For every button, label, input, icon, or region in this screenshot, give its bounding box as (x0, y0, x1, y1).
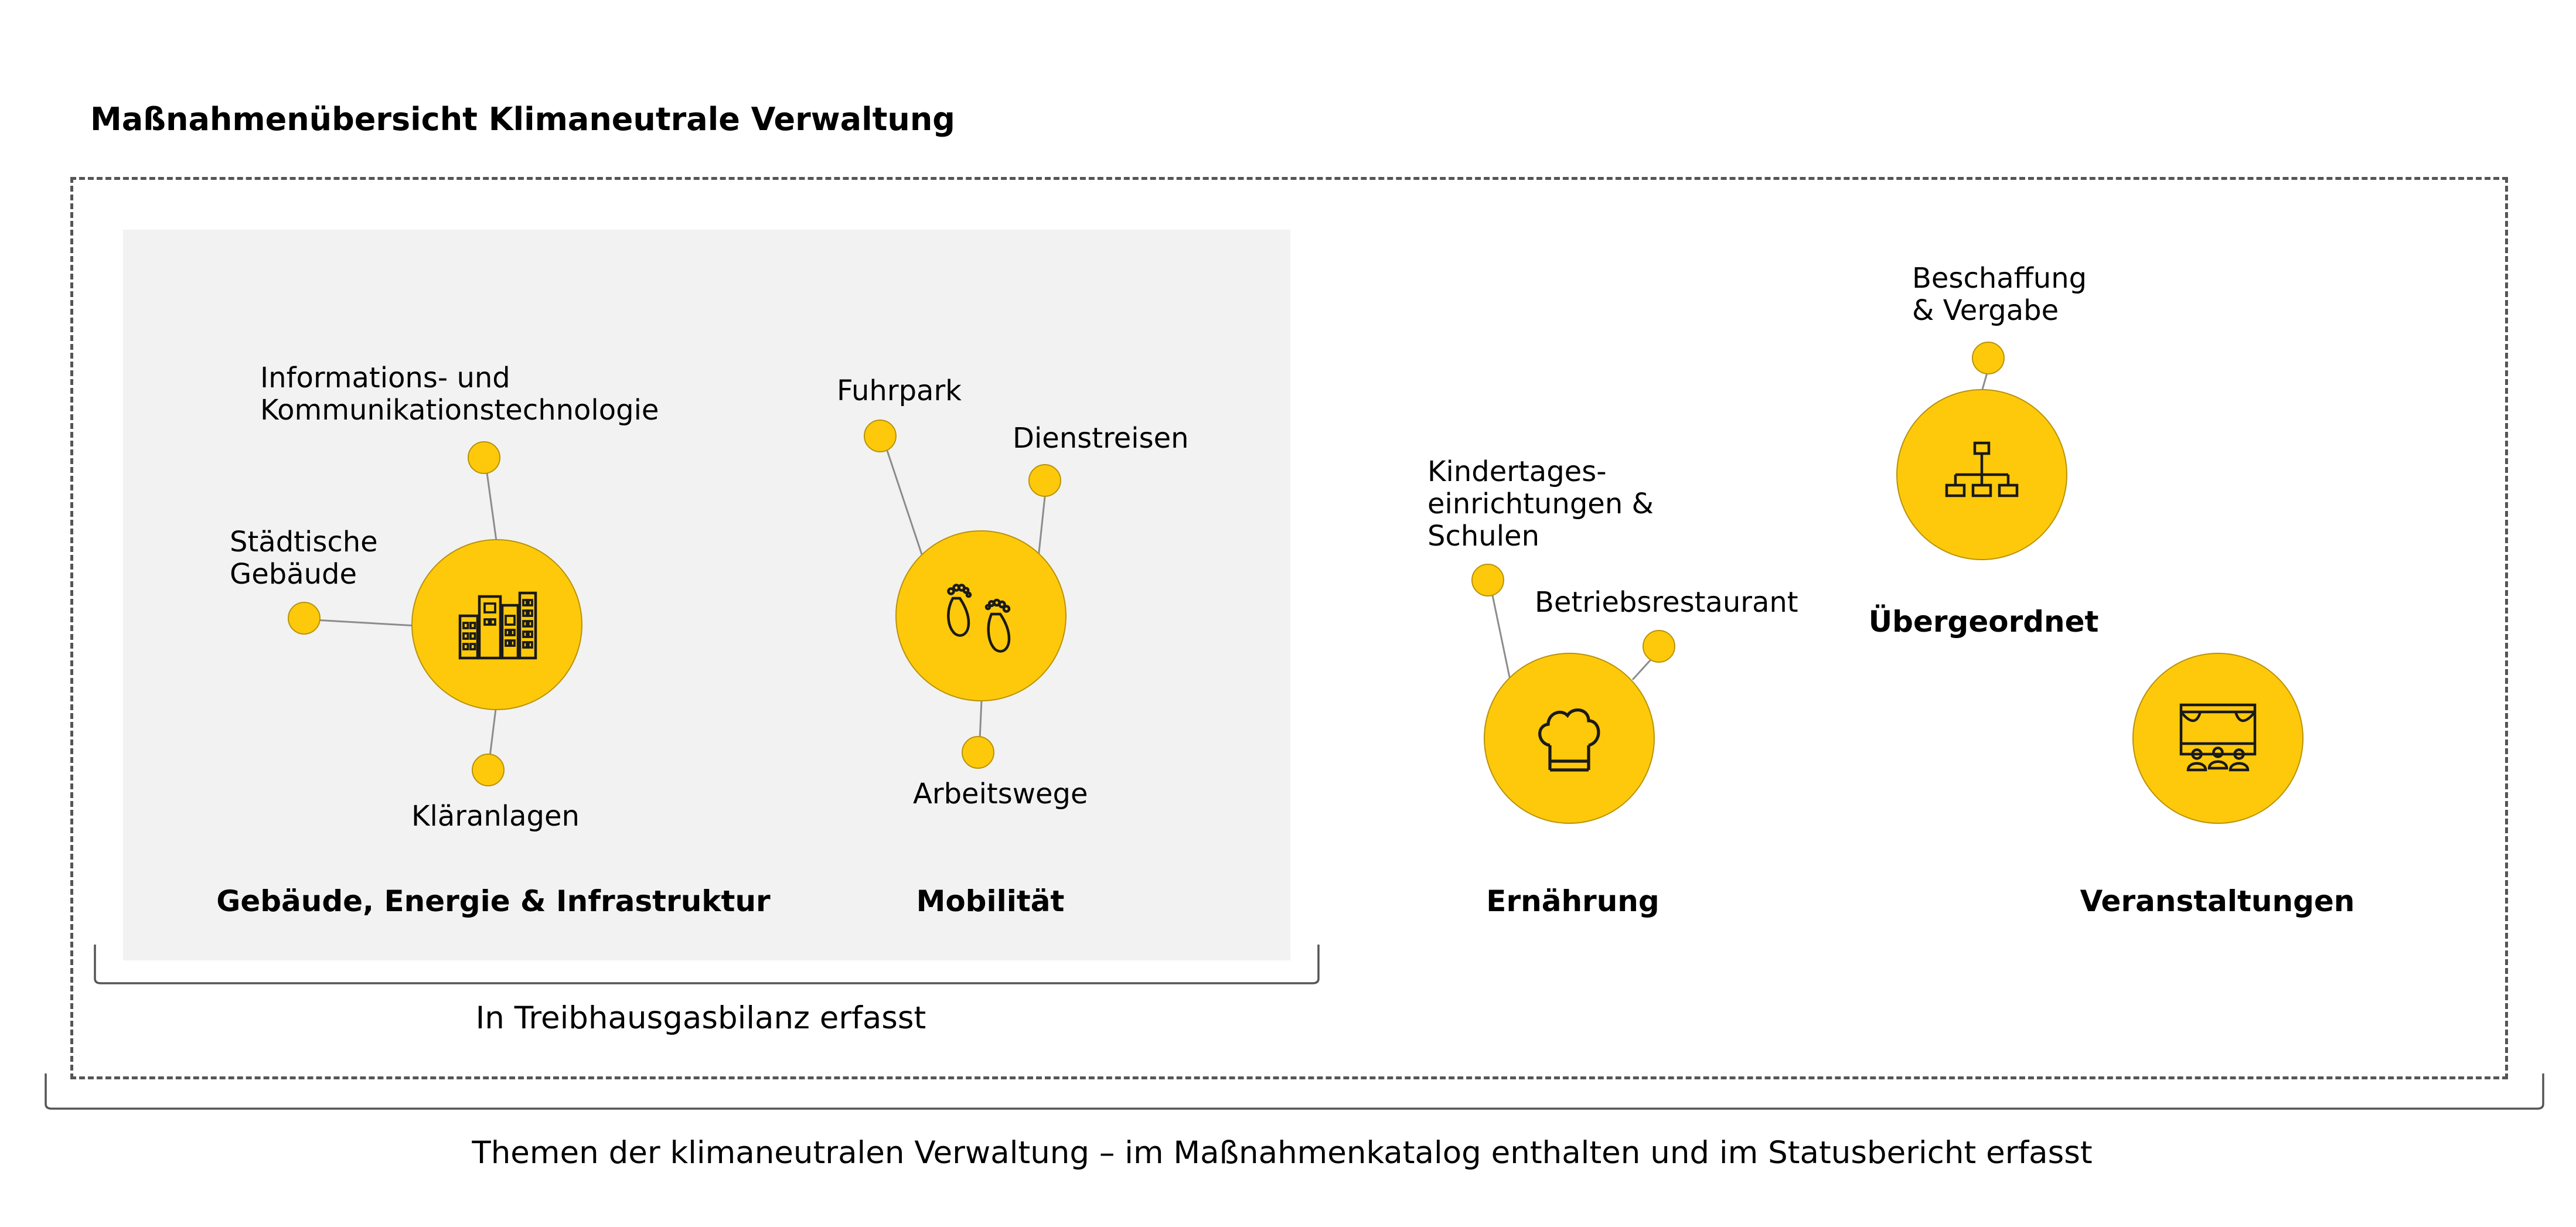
label-dienstreisen: Dienstreisen (1013, 422, 1189, 455)
connector-staedtische-gebaeude (304, 618, 418, 627)
stage-audience-icon (2179, 703, 2257, 772)
node-fuhrpark (864, 420, 897, 452)
footprints-icon (947, 584, 1011, 653)
buildings-bubble (411, 539, 582, 710)
node-kita (1471, 564, 1504, 597)
node-staedtische-gebaeude (288, 602, 321, 635)
caption-ghg-balance: In Treibhausgasbilanz erfasst (475, 1000, 926, 1036)
node-klaeranlagen (472, 754, 505, 786)
category-events: Veranstaltungen (2080, 884, 2355, 918)
dashed-frame (70, 177, 2508, 1079)
node-arbeitswege (962, 736, 994, 769)
connector-kita (1488, 581, 1512, 683)
node-betriebsrestaurant (1643, 630, 1675, 663)
ghg-balance-panel (123, 230, 1290, 960)
category-mobility: Mobilität (916, 884, 1065, 918)
node-beschaffung (1972, 342, 2005, 374)
connector-fuhrpark (881, 436, 925, 560)
label-arbeitswege: Arbeitswege (913, 778, 1088, 810)
category-buildings: Gebäude, Energie & Infrastruktur (216, 884, 771, 918)
label-staedtische-gebaeude: Städtische Gebäude (230, 526, 378, 591)
ghg-balance-brace (94, 945, 1320, 984)
category-overarching: Übergeordnet (1868, 605, 2099, 639)
chef-hat-icon (1538, 708, 1600, 772)
label-kita: Kindertages- einrichtungen & Schulen (1427, 455, 1654, 553)
label-klaeranlagen: Kläranlagen (411, 800, 580, 833)
caption-all-topics: Themen der klimaneutralen Verwaltung – i… (472, 1135, 2093, 1171)
label-fuhrpark: Fuhrpark (837, 374, 962, 407)
all-topics-brace (45, 1073, 2544, 1110)
node-ikt (468, 441, 500, 474)
label-ikt: Informations- und Kommunikationstechnolo… (260, 362, 659, 427)
label-beschaffung: Beschaffung & Vergabe (1912, 262, 2087, 328)
node-dienstreisen (1028, 464, 1061, 497)
label-betriebsrestaurant: Betriebsrestaurant (1535, 586, 1798, 619)
diagram-title: Maßnahmenübersicht Klimaneutrale Verwalt… (90, 101, 955, 138)
events-bubble (2132, 653, 2304, 824)
mobility-bubble (895, 530, 1066, 701)
category-nutrition: Ernährung (1486, 884, 1660, 918)
city-buildings-icon (458, 591, 537, 660)
connector-ikt (484, 459, 498, 546)
overarching-bubble (1896, 389, 2067, 560)
nutrition-bubble (1484, 653, 1655, 824)
org-chart-icon (1945, 441, 2019, 497)
